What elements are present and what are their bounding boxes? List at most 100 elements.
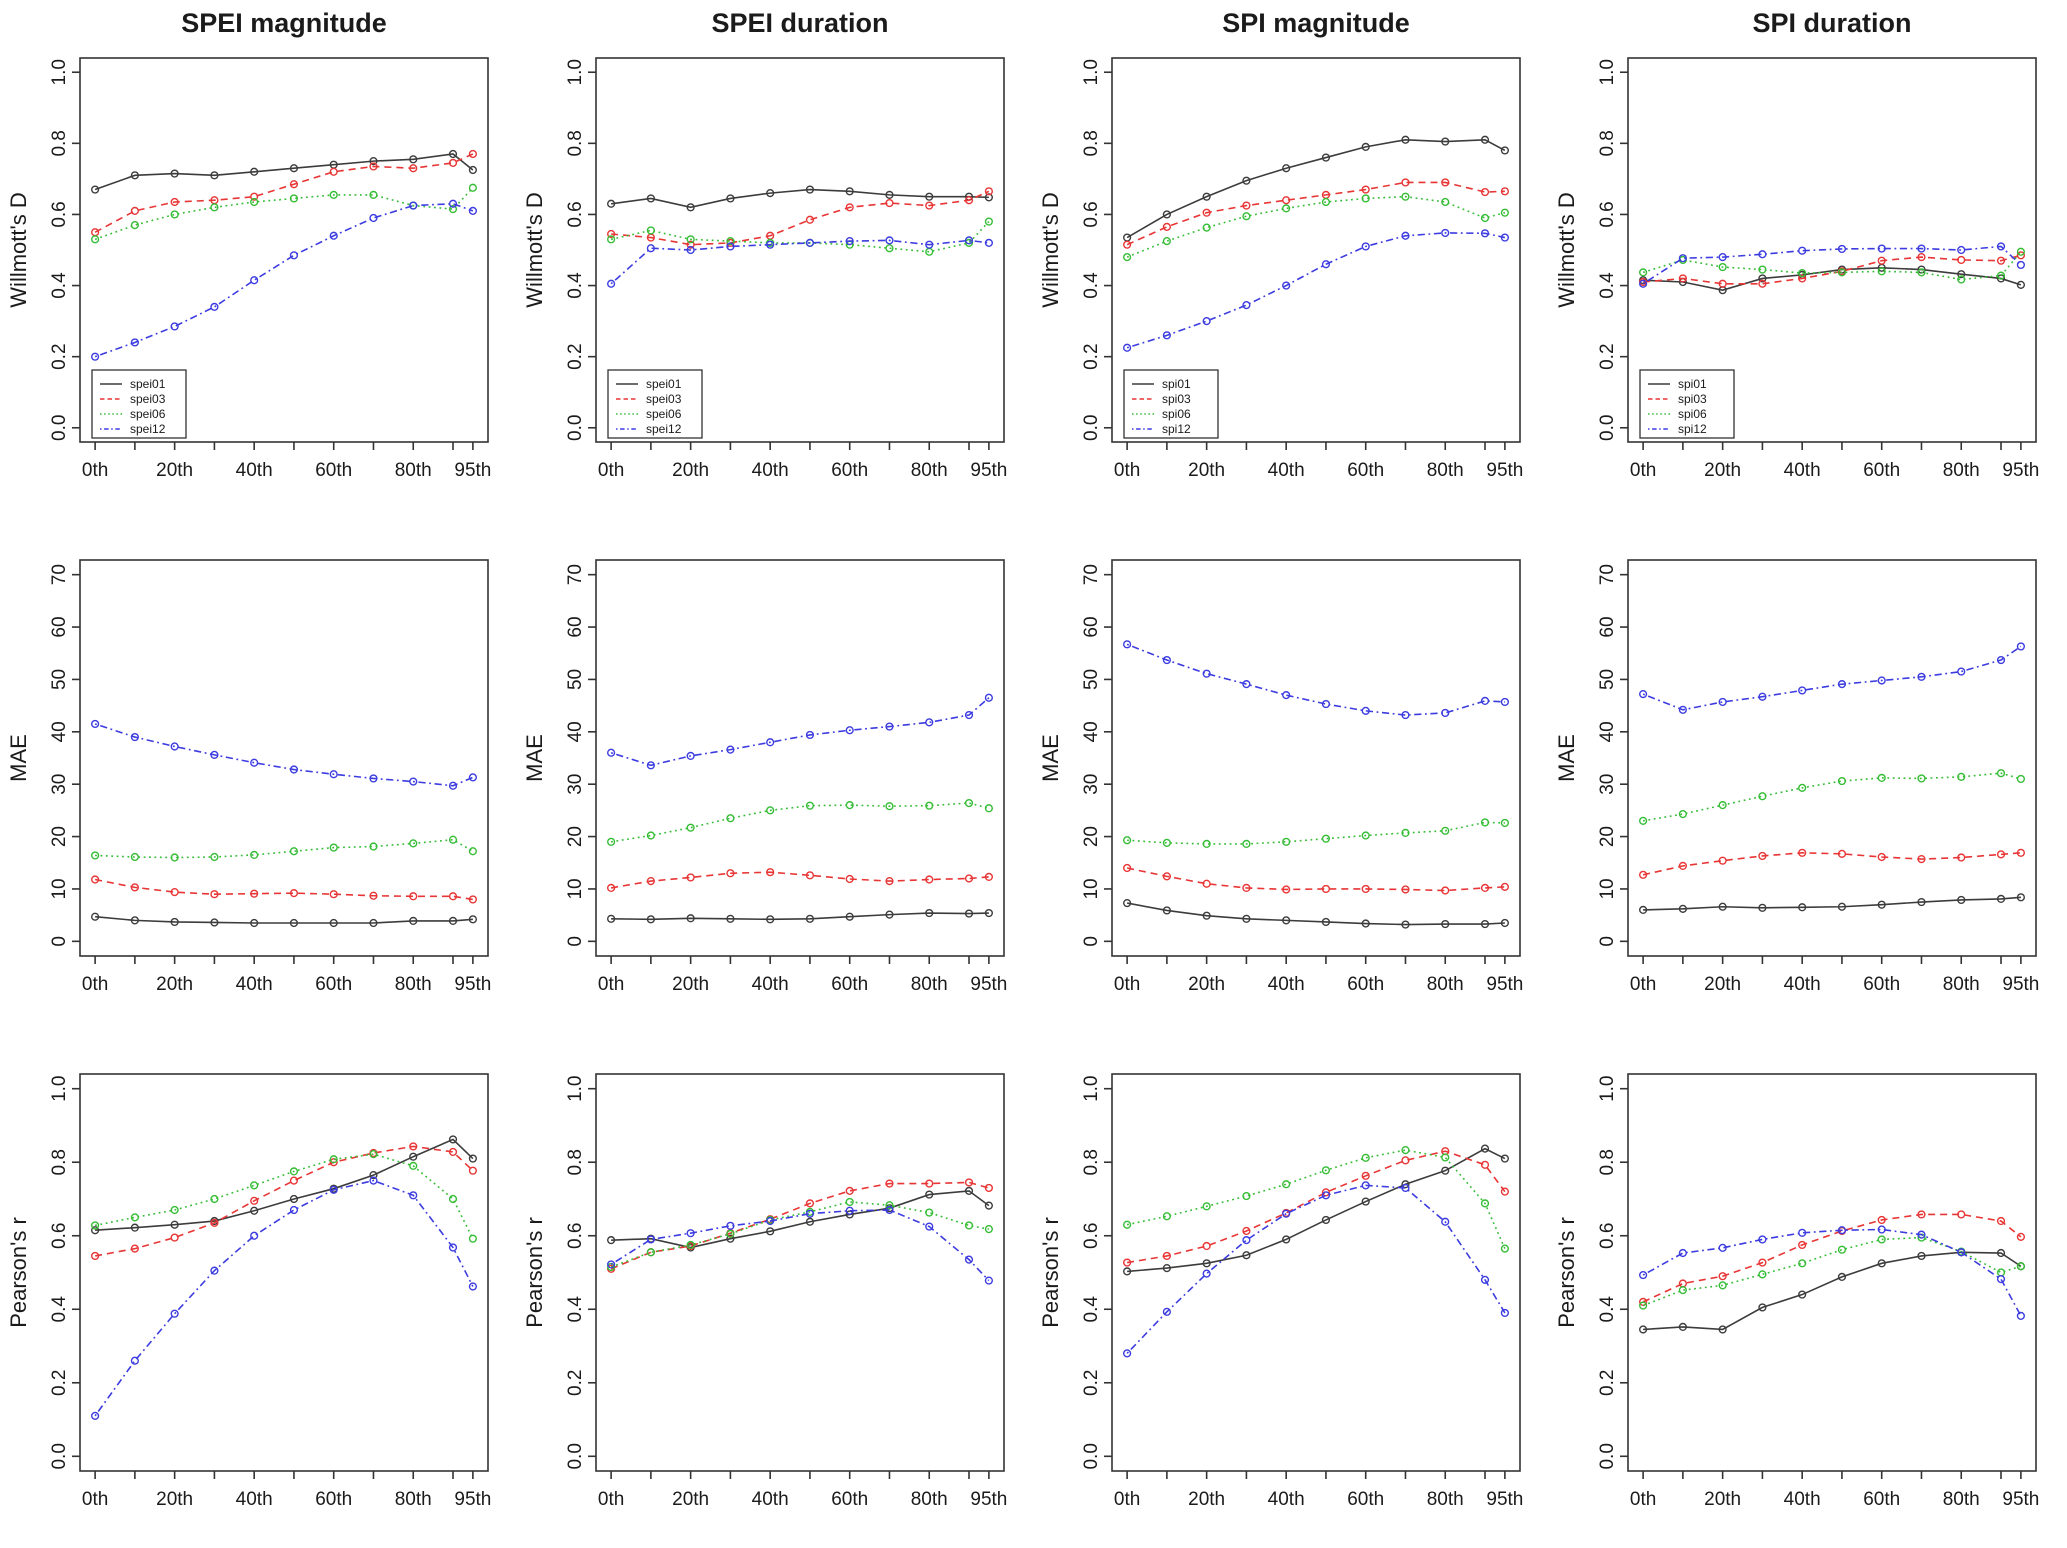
data-point-marker: [1957, 245, 1966, 255]
data-point-marker: [409, 1191, 418, 1200]
data-point-marker: [1401, 1145, 1410, 1155]
y-tick-label: 0.2: [49, 1370, 70, 1396]
data-point-marker: [1500, 918, 1509, 928]
data-point-marker: [646, 876, 655, 886]
plot-box: [79, 559, 489, 957]
data-point-marker: [885, 1205, 894, 1215]
x-tick-label: 80th: [1427, 974, 1464, 995]
data-point-marker: [1361, 194, 1370, 203]
plot-box: [595, 1073, 1005, 1472]
series-spi12: [1639, 1225, 2025, 1320]
y-tick-label: 0.4: [1081, 1296, 1102, 1323]
data-point-marker: [448, 892, 458, 901]
data-point-marker: [1678, 861, 1687, 871]
data-point-marker: [130, 338, 139, 347]
data-point-marker: [845, 801, 854, 810]
series-spei06: [91, 183, 477, 244]
x-tick-label: 60th: [315, 460, 352, 481]
data-point-marker: [1718, 279, 1727, 288]
data-point-marker: [1401, 885, 1410, 894]
y-tick-label: 0: [1081, 936, 1102, 947]
data-point-marker: [686, 240, 695, 249]
data-point-marker: [1361, 142, 1370, 151]
data-point-marker: [1837, 849, 1847, 858]
data-point-marker: [91, 719, 100, 729]
series-spei03: [91, 1142, 477, 1261]
data-point-marker: [289, 847, 299, 856]
y-tick-label: 0.2: [1597, 1370, 1618, 1396]
series-line: [611, 1190, 990, 1249]
y-tick-label: 10: [1081, 878, 1102, 899]
data-point-marker: [607, 1236, 616, 1245]
data-point-marker: [369, 842, 378, 851]
y-tick-label: 0.4: [1597, 272, 1618, 299]
data-point-marker: [885, 244, 894, 253]
data-point-marker: [1996, 242, 2006, 251]
data-point-marker: [1401, 135, 1410, 144]
y-axis-label: MAE: [1038, 734, 1063, 782]
x-tick-label: 95th: [454, 1489, 491, 1510]
x-tick-label: 0th: [1114, 460, 1140, 481]
y-tick-label: 0.4: [1597, 1296, 1618, 1323]
data-point-marker: [766, 868, 775, 877]
y-tick-label: 0.2: [1081, 1370, 1102, 1396]
x-tick-label: 40th: [752, 974, 789, 995]
data-point-marker: [170, 917, 179, 927]
data-point-marker: [1480, 883, 1490, 893]
data-point-marker: [1996, 655, 2006, 665]
series-spei03: [91, 875, 477, 904]
data-point-marker: [1798, 686, 1807, 695]
data-point-marker: [686, 823, 695, 832]
y-axis-label: Willmott's D: [522, 192, 547, 307]
x-tick-label: 60th: [1347, 460, 1384, 481]
data-point-marker: [1877, 1235, 1886, 1244]
data-point-marker: [1242, 1236, 1251, 1245]
series-spi03: [1123, 1147, 1509, 1267]
data-point-marker: [1957, 853, 1966, 862]
data-point-marker: [925, 201, 934, 210]
data-point-marker: [448, 781, 458, 790]
series-line: [610, 221, 990, 253]
data-point-marker: [91, 1226, 100, 1235]
data-point-marker: [1500, 882, 1509, 891]
series-line: [1126, 1184, 1506, 1354]
data-point-marker: [1441, 1153, 1450, 1162]
data-point-marker: [2016, 247, 2025, 256]
data-point-marker: [964, 1221, 974, 1230]
data-point-marker: [448, 916, 458, 926]
x-tick-label: 95th: [2002, 1489, 2039, 1510]
series-spei06: [607, 798, 993, 846]
series-spi12: [1639, 242, 2025, 288]
series-line: [1126, 867, 1505, 892]
data-point-marker: [964, 874, 974, 883]
data-point-marker: [726, 194, 735, 203]
x-tick-label: 60th: [831, 460, 868, 481]
data-point-marker: [250, 918, 259, 928]
plot-box: [1627, 1073, 2037, 1472]
data-point-marker: [1758, 265, 1767, 274]
data-point-marker: [1639, 1301, 1648, 1310]
data-point-marker: [1678, 274, 1687, 283]
series-line: [611, 912, 989, 921]
y-tick-label: 0: [49, 936, 70, 947]
data-point-marker: [686, 203, 695, 212]
series-line: [1642, 645, 2022, 711]
x-tick-label: 80th: [395, 460, 432, 481]
data-point-marker: [468, 183, 477, 192]
y-tick-label: 0: [1597, 936, 1618, 947]
data-point-marker: [369, 918, 378, 928]
data-point-marker: [2016, 260, 2025, 270]
plot-box: [1111, 559, 1521, 957]
data-point-marker: [1639, 1270, 1648, 1280]
y-tick-label: 0.2: [49, 343, 70, 369]
data-point-marker: [1678, 1248, 1687, 1258]
chart-spi-duration-mae: MAE 0 10 20 30 40 50 60 70 0th 20th 40th 60th 80th 95t…: [1548, 514, 2064, 1028]
data-point-marker: [1441, 826, 1450, 835]
data-point-marker: [1877, 900, 1886, 909]
data-point-marker: [766, 1227, 775, 1236]
spi-magnitude-willmotts-d-svg: SPI magnitude Willmott's D 0.0 0.2 0.4 0.6 0.8…: [1038, 8, 1523, 481]
y-tick-label: 1.0: [1597, 59, 1618, 85]
series-spi06: [1123, 818, 1509, 849]
data-point-marker: [1957, 895, 1966, 905]
